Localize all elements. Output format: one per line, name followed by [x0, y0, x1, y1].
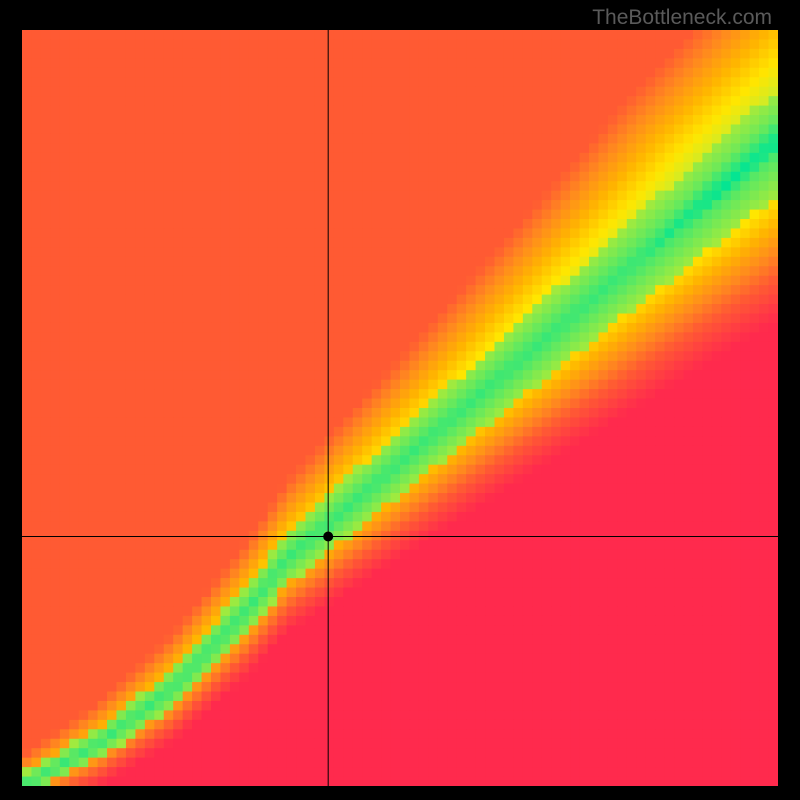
watermark-text: TheBottleneck.com	[592, 6, 772, 30]
marker-dot	[323, 532, 333, 542]
heatmap-plot	[22, 30, 778, 786]
chart-frame: TheBottleneck.com	[0, 0, 800, 800]
heatmap-svg	[22, 30, 778, 786]
